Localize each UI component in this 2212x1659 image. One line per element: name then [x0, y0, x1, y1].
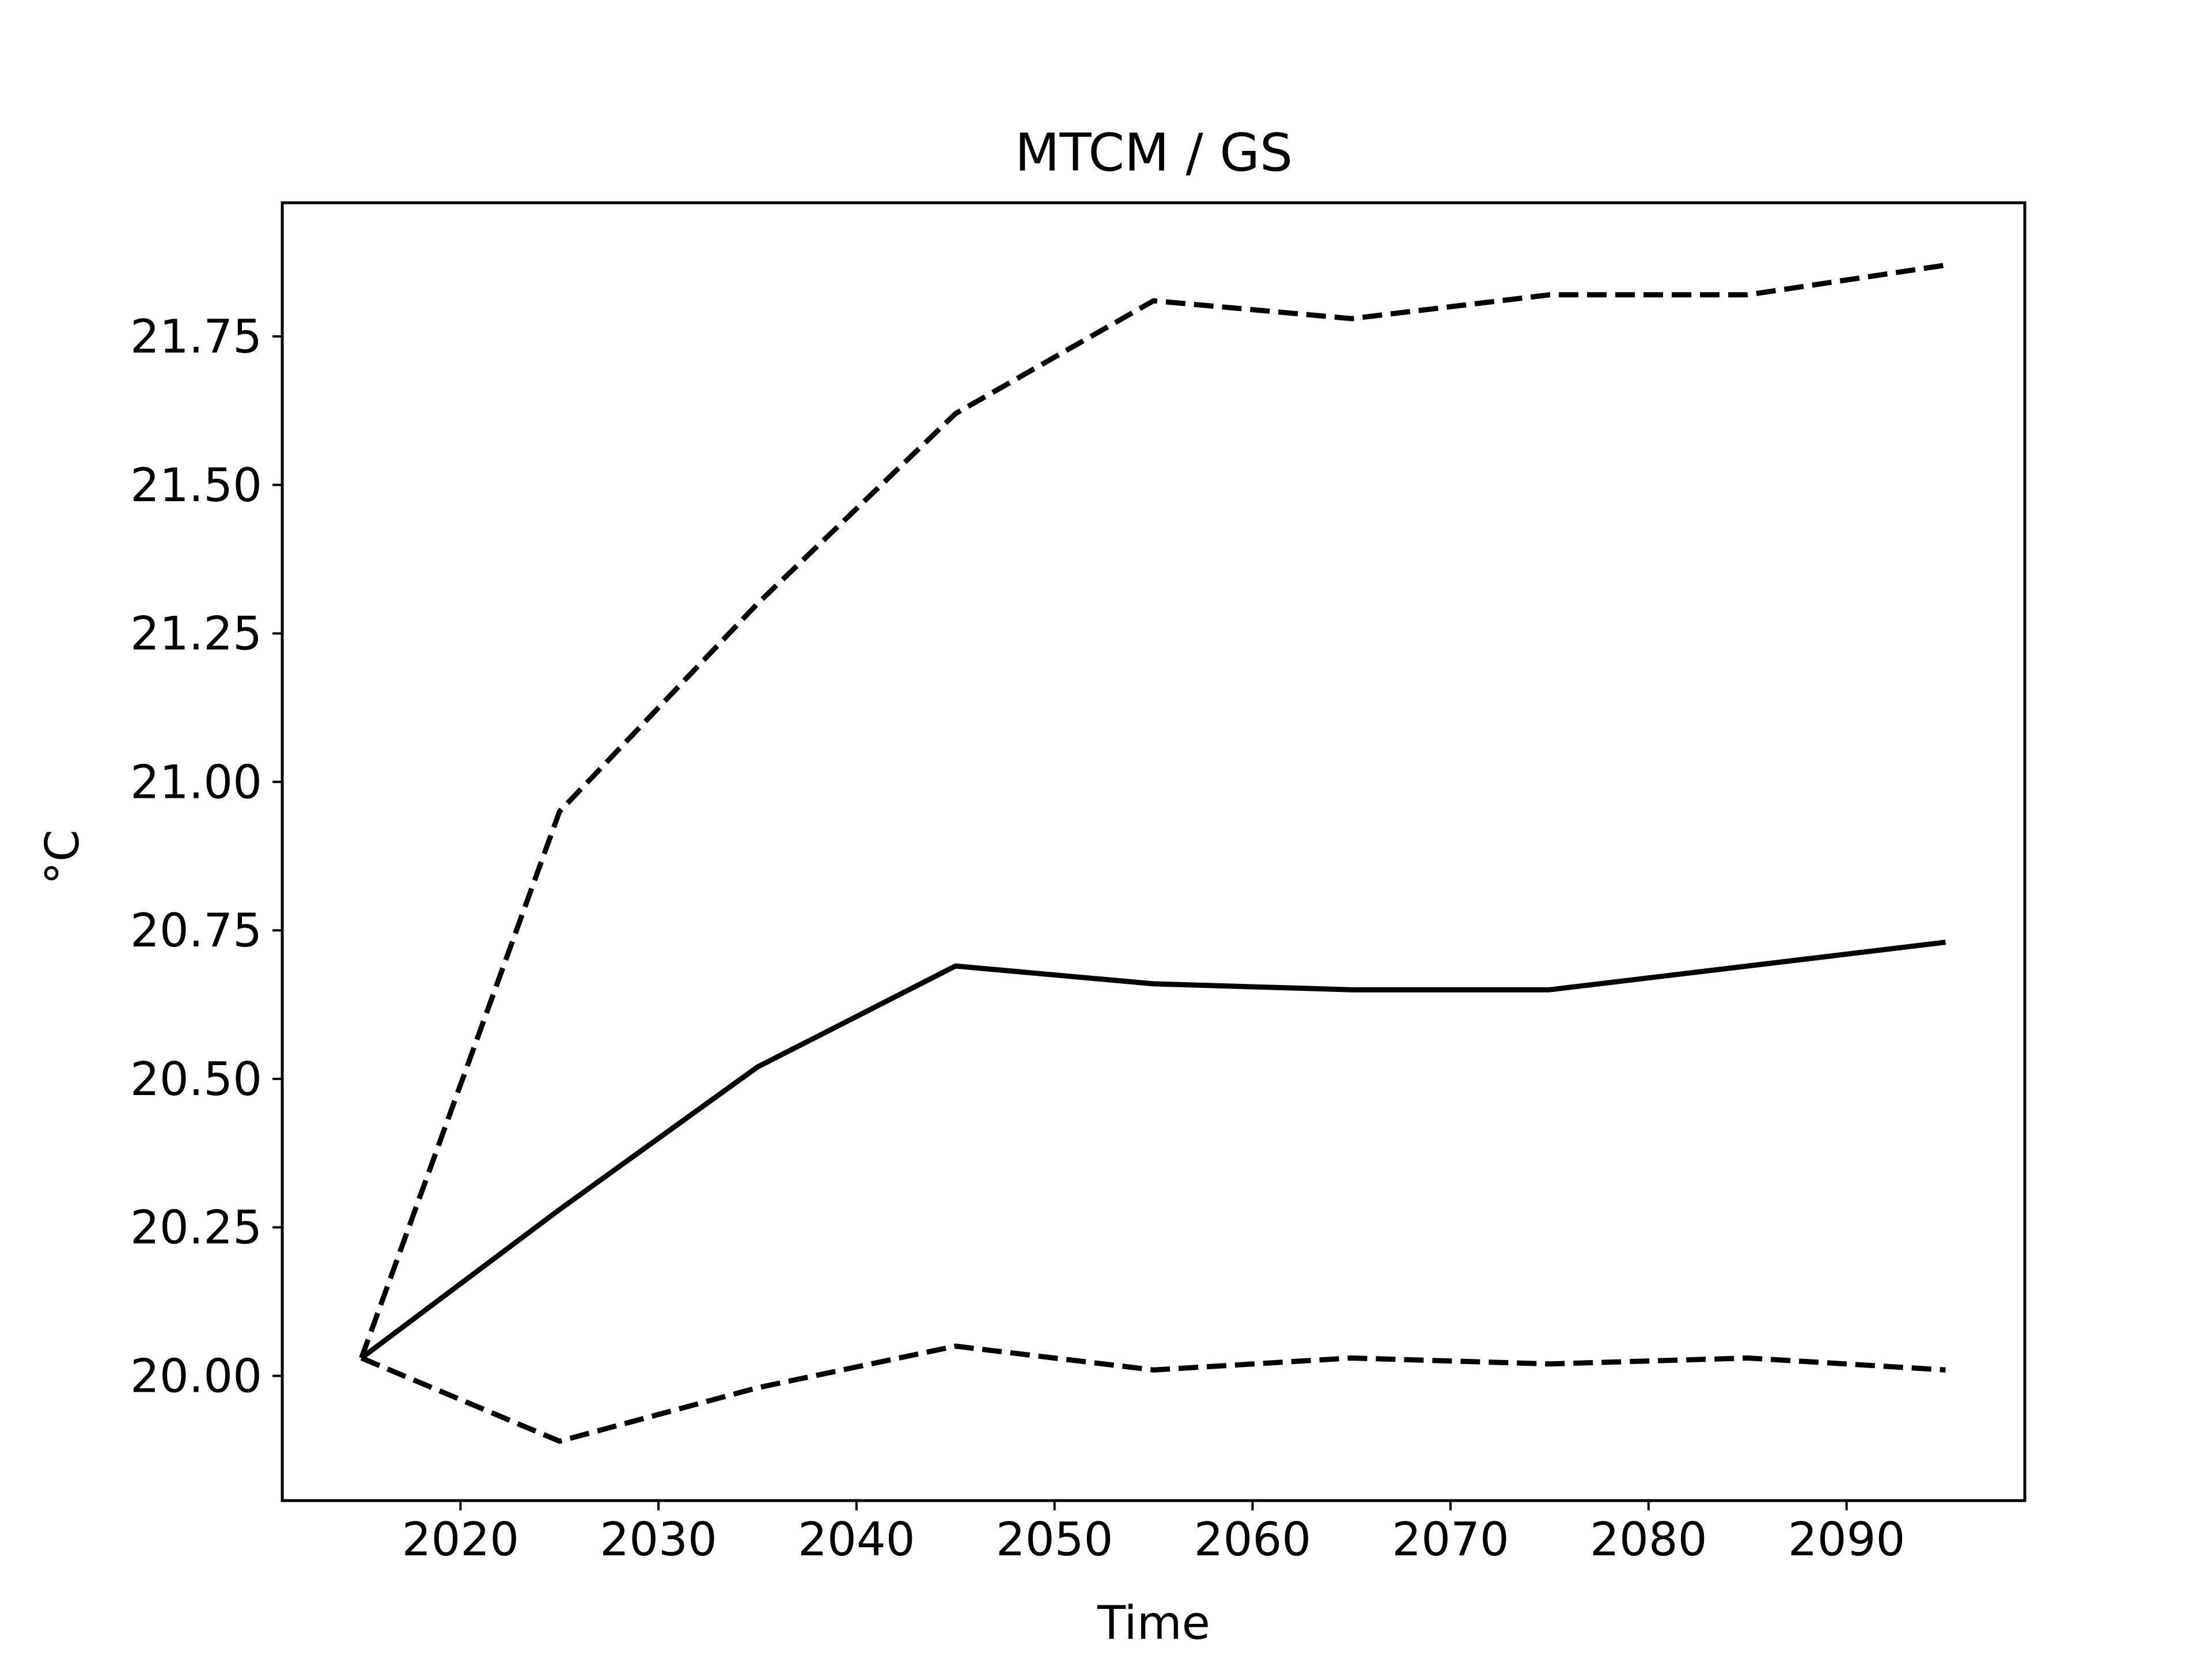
series-line-1 [359, 262, 1946, 1359]
y-tick-label: 21.50 [130, 459, 262, 512]
y-axis: 20.00 20.25 20.50 20.75 21.00 21.25 21.50 21.75 [130, 310, 282, 1403]
y-tick-label: 20.25 [130, 1201, 262, 1255]
y-axis-label: °C [36, 830, 89, 885]
x-tick-label: 2080 [1590, 1513, 1707, 1566]
y-tick-label: 20.50 [130, 1052, 262, 1106]
y-tick-label: 21.25 [130, 607, 262, 661]
x-axis: 2020 2030 2040 2050 2060 2070 2080 2090 [402, 1501, 1906, 1566]
series-line-2 [359, 940, 1946, 1361]
x-tick-label: 2030 [600, 1513, 717, 1566]
y-tick-label: 20.75 [130, 904, 262, 957]
x-tick-label: 2070 [1392, 1513, 1509, 1566]
x-tick-label: 2020 [402, 1513, 520, 1566]
chart-title: MTCM / GS [1015, 123, 1293, 183]
plot-area [359, 262, 1946, 1444]
y-tick-label: 21.75 [130, 310, 262, 363]
series-line-3 [360, 1343, 1946, 1444]
y-tick-label: 20.00 [130, 1349, 262, 1403]
x-tick-label: 2060 [1194, 1513, 1312, 1566]
x-tick-label: 2090 [1788, 1513, 1906, 1566]
plot-frame [281, 201, 2027, 1502]
y-tick-label: 21.00 [130, 755, 262, 809]
x-tick-label: 2040 [798, 1513, 915, 1566]
x-tick-label: 2050 [996, 1513, 1113, 1566]
x-axis-label: Time [1097, 1596, 1210, 1650]
